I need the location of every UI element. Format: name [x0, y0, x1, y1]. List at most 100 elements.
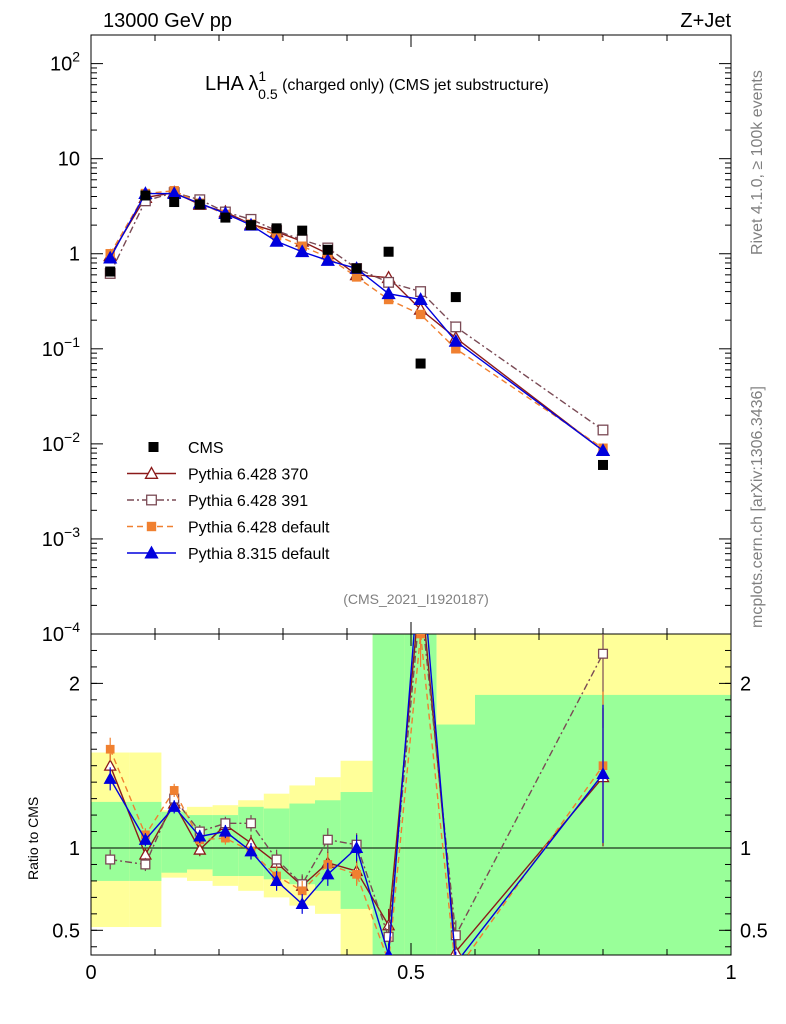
- band-inner-2: [161, 811, 187, 873]
- main-point-p8def: [295, 244, 310, 258]
- main-point-p8def: [269, 234, 284, 247]
- ratio-point-p6def: [105, 744, 115, 754]
- main-point-cms: [598, 459, 608, 470]
- main-point-p391: [450, 321, 462, 333]
- main-ytick-base: 10: [42, 624, 64, 646]
- ratio-series-layer: [103, 546, 610, 976]
- main-point-p6def: [415, 309, 426, 320]
- title-sub: 0.5: [258, 86, 278, 102]
- main-point-cms: [351, 263, 362, 274]
- ratio-point-p8def: [138, 832, 153, 845]
- ratio-ytick-label-right: 1: [740, 838, 751, 860]
- header-energy-label: 13000 GeV pp: [103, 10, 232, 32]
- main-ytick-exp: −4: [64, 619, 80, 635]
- ratio-point-p8def: [269, 874, 284, 886]
- ratio-axis-label: Ratio to CMS: [25, 797, 41, 880]
- ratio-point-p391: [271, 854, 282, 865]
- main-ytick-base: 10: [58, 149, 80, 171]
- ratio-xtick-label: 0: [85, 962, 96, 984]
- ratio-point-p8def: [103, 772, 117, 784]
- ratio-point-p8def: [415, 546, 426, 556]
- band-inner-12: [436, 724, 475, 955]
- ratio-line-p391: [110, 634, 604, 938]
- main-ytick-label: 10−4: [42, 619, 80, 646]
- main-ytick-label: 1: [69, 244, 80, 266]
- main-point-cms: [383, 246, 394, 257]
- main-ytick-base: 10: [42, 339, 64, 361]
- ratio-point-p370: [415, 579, 426, 589]
- main-point-p8def: [448, 333, 463, 347]
- ratio-xtick-label: 1: [725, 962, 736, 984]
- main-ytick-base: 1: [69, 244, 80, 266]
- main-point-p391: [383, 276, 395, 288]
- ratio-point-p391: [322, 834, 333, 845]
- plot-title: LHA λ1 0.5 (charged only) (CMS jet substr…: [205, 68, 549, 102]
- ratio-xtick-label: 0.5: [397, 962, 425, 984]
- title-rest: (charged only) (CMS jet substructure): [278, 77, 549, 94]
- ratio-ytick-label-left: 2: [69, 673, 80, 695]
- ratio-point-p6def: [385, 958, 393, 966]
- main-point-p6def: [351, 272, 362, 282]
- ratio-point-p8def: [384, 948, 393, 955]
- legend-marker-p370: [144, 466, 159, 479]
- main-series-layer: [103, 185, 611, 470]
- ratio-point-p8def: [244, 844, 258, 857]
- main-ytick-exp: −3: [64, 524, 80, 540]
- header-process-label: Z+Jet: [680, 10, 731, 32]
- title-main: LHA λ: [205, 73, 258, 95]
- legend-marker-p6def: [146, 521, 157, 532]
- main-point-p8def: [320, 253, 335, 266]
- main-point-cms: [450, 292, 461, 303]
- main-point-p391: [597, 424, 609, 436]
- legend-label-p391: Pythia 6.428 391: [188, 493, 308, 510]
- main-ytick-label: 10: [58, 149, 80, 171]
- main-frame: [90, 34, 732, 635]
- title-sup: 1: [258, 68, 266, 84]
- ratio-point-p6def: [352, 869, 361, 879]
- band-inner-7: [289, 803, 315, 885]
- ratio-point-p8def: [167, 800, 181, 812]
- ratio-point-p6def: [452, 968, 460, 976]
- legend: CMS Pythia 6.428 370 Pythia 6.428 391 Pythi…: [127, 440, 330, 563]
- ratio-point-p8def: [321, 867, 335, 880]
- ratio-point-p391: [383, 931, 394, 942]
- main-point-cms: [271, 223, 282, 234]
- band-inner-10: [372, 634, 405, 955]
- ratio-point-p6def: [169, 786, 179, 795]
- main-point-cms: [140, 190, 151, 201]
- main-point-cms: [246, 220, 256, 231]
- main-point-cms: [169, 197, 180, 208]
- legend-label-p8def: Pythia 8.315 default: [188, 546, 330, 563]
- main-ytick-label: 102: [50, 49, 80, 76]
- main-ytick-label: 10−3: [42, 524, 80, 551]
- main-line-p8def: [109, 192, 604, 452]
- ratio-point-p391: [140, 859, 151, 870]
- ratio-point-p370: [193, 842, 207, 855]
- main-ytick-label: 10−1: [42, 334, 80, 361]
- main-ytick-label: 10−2: [42, 429, 80, 456]
- main-point-cms: [415, 358, 426, 369]
- main-ytick-exp: −1: [64, 334, 80, 350]
- ratio-point-p6def: [416, 634, 425, 639]
- ratio-ytick-label-left: 1: [69, 838, 80, 860]
- main-point-p8def: [381, 286, 396, 300]
- ratio-point-p8def: [349, 841, 364, 854]
- main-line-p370: [109, 191, 604, 452]
- main-point-p8def: [103, 250, 118, 264]
- main-point-p8def: [595, 443, 611, 457]
- main-point-cms: [105, 266, 116, 277]
- legend-label-cms: CMS: [188, 440, 224, 457]
- ratio-point-p391: [105, 854, 116, 865]
- main-point-cms: [322, 244, 333, 255]
- main-point-cms: [220, 212, 231, 223]
- legend-label-p6def: Pythia 6.428 default: [188, 520, 330, 537]
- main-ytick-base: 10: [50, 54, 72, 76]
- main-line-p6def: [109, 190, 604, 449]
- legend-label-p370: Pythia 6.428 370: [188, 467, 308, 484]
- ratio-ytick-label-right: 2: [740, 673, 751, 695]
- main-ytick-base: 10: [42, 434, 64, 456]
- main-point-p8def: [413, 292, 428, 305]
- ratio-ytick-label-right: 0.5: [740, 920, 768, 942]
- ratio-ytick-label-left: 0.5: [52, 920, 80, 942]
